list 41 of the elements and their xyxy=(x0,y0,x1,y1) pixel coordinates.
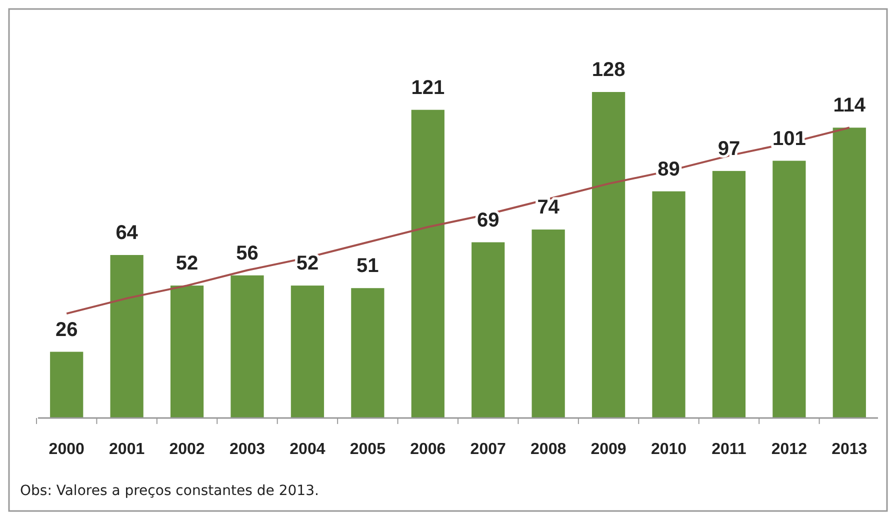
x-tick-label: 2013 xyxy=(832,441,868,458)
x-tick-label: 2005 xyxy=(350,441,386,458)
bar xyxy=(832,128,866,418)
bar xyxy=(532,230,565,418)
x-tick-label: 2010 xyxy=(650,441,687,458)
data-label: 51 xyxy=(356,255,379,278)
x-tick-label: 2009 xyxy=(590,441,626,458)
text: Obs: Valores a preços constantes de 2013. xyxy=(20,483,319,499)
x-tick-label: 2008 xyxy=(530,441,566,458)
data-label: 52 xyxy=(176,252,198,275)
data-label: 69 xyxy=(476,209,500,232)
x-tick-label: 2001 xyxy=(109,441,145,458)
x-tick-label: 2004 xyxy=(290,441,326,458)
bar xyxy=(50,352,84,418)
bar xyxy=(472,242,505,418)
bar xyxy=(290,286,324,418)
x-tick-label: 2011 xyxy=(712,441,746,458)
x-tick-label: 2000 xyxy=(48,441,84,458)
x-tick-label: 2006 xyxy=(410,441,446,458)
data-label: 56 xyxy=(236,242,258,264)
bar xyxy=(411,110,444,418)
data-label: 64 xyxy=(116,222,139,244)
bar xyxy=(712,170,746,418)
bar xyxy=(170,286,204,418)
x-tick-label: 2012 xyxy=(771,441,808,458)
bar xyxy=(772,160,806,418)
bar xyxy=(230,275,264,418)
bar xyxy=(351,288,384,418)
data-label: 128 xyxy=(592,59,626,81)
data-label: 97 xyxy=(718,138,740,160)
data-label: 114 xyxy=(833,94,866,117)
data-label: 121 xyxy=(411,76,445,99)
data-label: 74 xyxy=(537,196,560,219)
bar xyxy=(110,255,144,418)
bar xyxy=(652,191,686,418)
x-tick-label: 2003 xyxy=(229,441,266,458)
data-label: 26 xyxy=(55,318,78,341)
x-tick-label: 2007 xyxy=(470,441,506,458)
bar xyxy=(592,92,626,418)
data-label: 52 xyxy=(296,252,319,275)
x-tick-label: 2002 xyxy=(169,441,205,458)
